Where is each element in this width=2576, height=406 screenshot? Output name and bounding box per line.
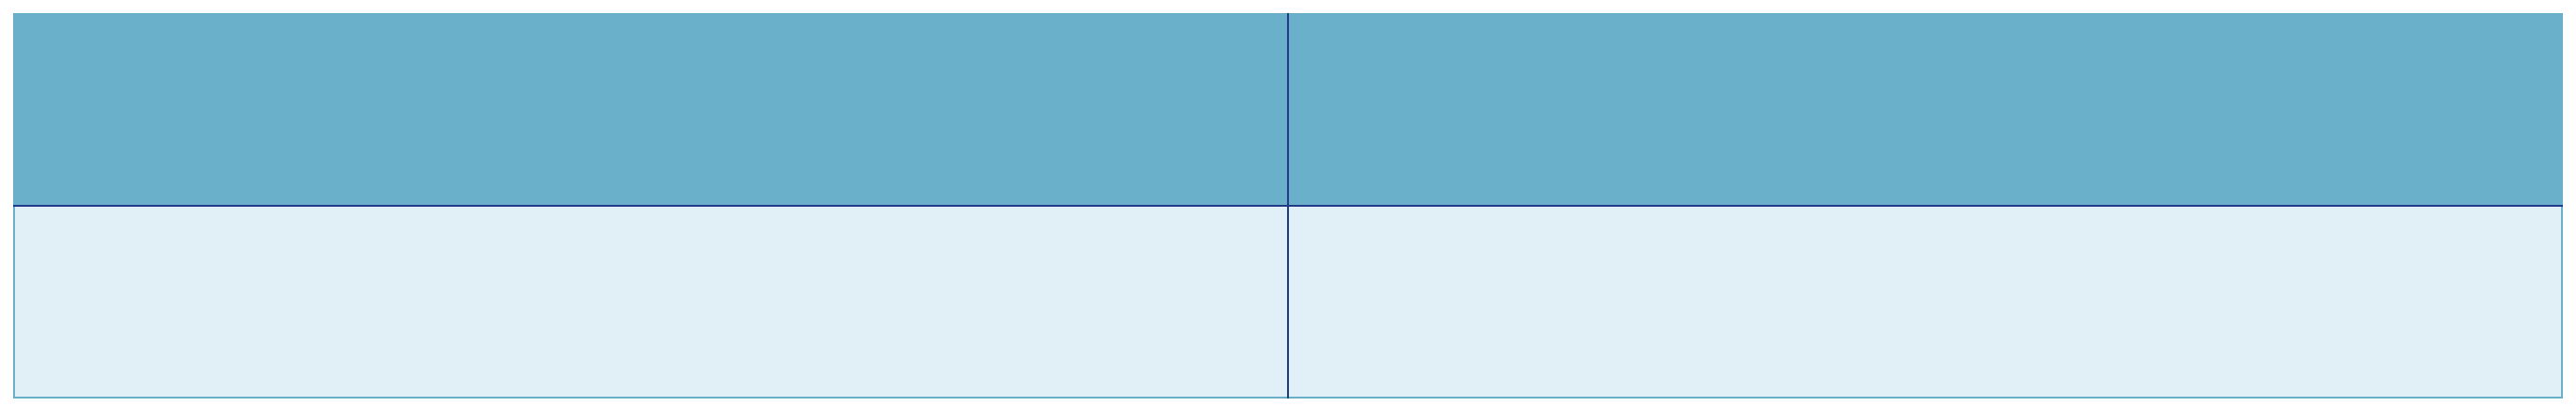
table-row [14, 206, 2562, 398]
body-cell-2 [1288, 206, 2562, 398]
data-table [13, 13, 2563, 399]
header-cell-2 [1288, 14, 2562, 207]
table-container [13, 13, 2563, 399]
body-cell-1 [14, 206, 1289, 398]
table-header-row [14, 14, 2562, 207]
header-cell-1 [14, 14, 1289, 207]
